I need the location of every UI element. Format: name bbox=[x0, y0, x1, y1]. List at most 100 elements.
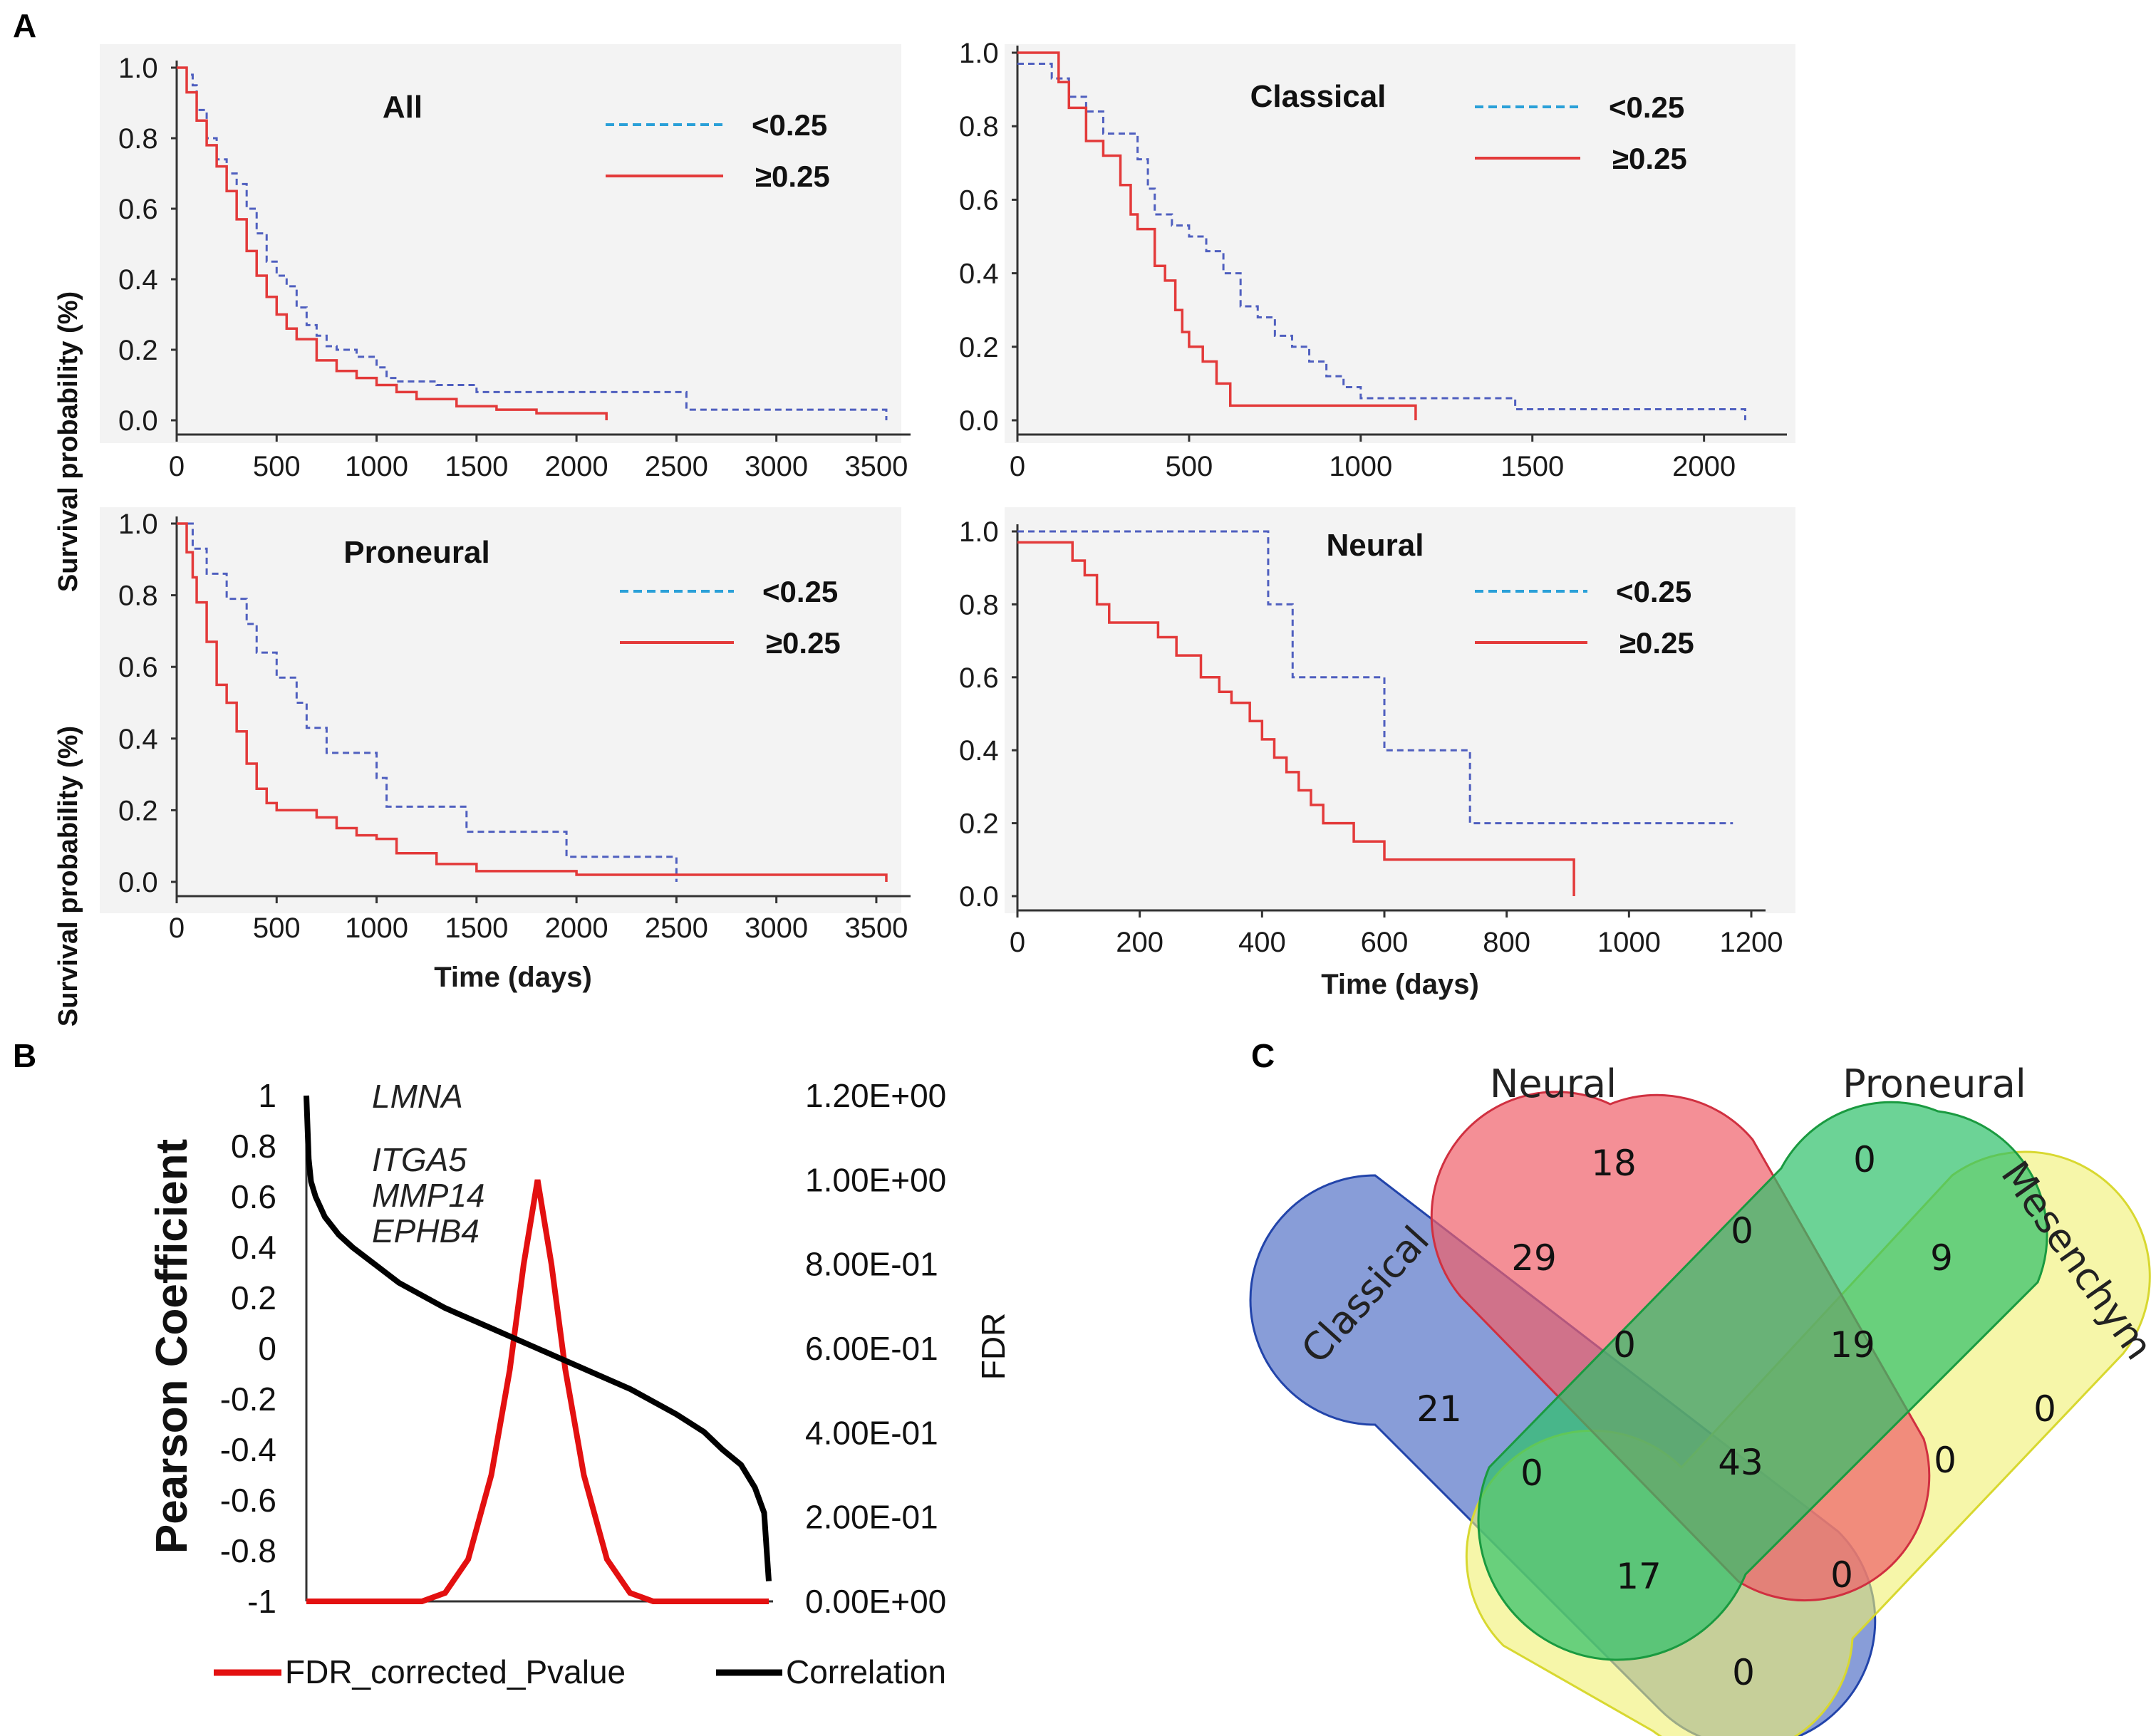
km-all-xtick-label: 500 bbox=[253, 451, 301, 482]
km-classical-ytick-label: 0.0 bbox=[959, 405, 999, 437]
km-all-ytick-label: 0.8 bbox=[118, 123, 158, 155]
km-neural-xtick-label: 1200 bbox=[1720, 927, 1783, 958]
km-chart-classical: 0.0 0.2 0.4 0.6 0.8 1.0 0 500 1000 1500 2000 Classi… bbox=[959, 38, 1795, 482]
gene-annotation-mmp14: MMP14 bbox=[372, 1177, 484, 1214]
km-neural-ytick-label: 1.0 bbox=[959, 516, 999, 548]
km-proneural-legend-label-low: <0.25 bbox=[762, 575, 838, 608]
venn-count-classical-neural-proneural: 0 bbox=[1613, 1324, 1636, 1366]
km-all-xtick-label: 0 bbox=[169, 451, 185, 482]
km-neural-xtick-label: 200 bbox=[1116, 927, 1163, 958]
venn-label-proneural: Proneural bbox=[1842, 1061, 2026, 1106]
km-classical-ytick-label: 0.8 bbox=[959, 111, 999, 142]
km-proneural-xtick-label: 500 bbox=[253, 913, 301, 944]
gene-annotation-ephb4: EPHB4 bbox=[372, 1212, 480, 1249]
venn-count-neural-mesenchymal: 0 bbox=[1934, 1440, 1956, 1481]
km-classical-ytick-label: 0.6 bbox=[959, 184, 999, 216]
km-classical-xtick-label: 2000 bbox=[1672, 451, 1736, 482]
km-proneural-xtick-label: 1500 bbox=[445, 913, 508, 944]
km-all-ytick-label: 1.0 bbox=[118, 53, 158, 84]
km-proneural-xtick-label: 1000 bbox=[345, 913, 408, 944]
km-all-ytick-label: 0.6 bbox=[118, 194, 158, 225]
km-all-xtick-label: 3500 bbox=[844, 451, 908, 482]
pearson-ytick-label: -0.2 bbox=[220, 1381, 276, 1418]
pearson-ytick-label: 0.2 bbox=[231, 1279, 276, 1316]
venn-label-neural: Neural bbox=[1490, 1061, 1617, 1106]
km-all-ytick-label: 0.2 bbox=[118, 335, 158, 366]
legend-label-correlation: Correlation bbox=[786, 1653, 946, 1690]
correlation-series-line bbox=[304, 1095, 772, 1581]
km-proneural-ylabel: Survival probability (%) bbox=[53, 726, 83, 1026]
venn-count-neural-proneural: 0 bbox=[1731, 1210, 1753, 1252]
pearson-ytick-label: -0.4 bbox=[220, 1431, 276, 1468]
km-proneural-xtick-label: 2500 bbox=[645, 913, 708, 944]
km-all-plot-area bbox=[100, 44, 901, 443]
km-all-xtick-label: 1000 bbox=[345, 451, 408, 482]
venn-count-classical-proneural-mesenchymal: 17 bbox=[1616, 1556, 1662, 1597]
km-neural-series-low bbox=[1017, 530, 1733, 825]
km-classical-series-low bbox=[1017, 62, 1746, 420]
km-all-ylabel: Survival probability (%) bbox=[53, 291, 83, 592]
km-classical-xtick-label: 500 bbox=[1166, 451, 1213, 482]
km-neural-ytick-label: 0.2 bbox=[959, 809, 999, 840]
km-chart-all: 0.0 0.2 0.4 0.6 0.8 1.0 0 500 1000 1500 2000 2500 30… bbox=[100, 44, 911, 482]
venn-count-proneural-mesenchymal: 9 bbox=[1930, 1237, 1953, 1279]
km-classical-ytick-label: 0.2 bbox=[959, 332, 999, 363]
km-classical-plot-area bbox=[1005, 44, 1795, 443]
panel-letter-b: B bbox=[13, 1037, 36, 1074]
km-all-series-low bbox=[177, 66, 888, 420]
venn-count-classical-proneural: 0 bbox=[1520, 1452, 1543, 1494]
km-classical-xtick-label: 1500 bbox=[1500, 451, 1564, 482]
pearson-ytick-label: 1 bbox=[258, 1077, 276, 1114]
fdr-ytick-label: 4.00E-01 bbox=[805, 1414, 938, 1451]
km-proneural-xtick-label: 0 bbox=[169, 913, 185, 944]
km-proneural-ytick-label: 0.4 bbox=[118, 724, 158, 755]
km-neural-xtick-label: 0 bbox=[1010, 927, 1025, 958]
km-classical-xtick-label: 1000 bbox=[1329, 451, 1392, 482]
km-chart-neural: 0.0 0.2 0.4 0.6 0.8 1.0 0 200 400 600 800 1000 1200 N… bbox=[959, 507, 1795, 958]
km-proneural-series-low bbox=[177, 522, 678, 882]
km-neural-title: Neural bbox=[1327, 528, 1424, 563]
km-neural-legend-label-high: ≥0.25 bbox=[1619, 626, 1694, 660]
fdr-ytick-label: 6.00E-01 bbox=[805, 1330, 938, 1367]
km-proneural-xtick-label: 3000 bbox=[745, 913, 808, 944]
km-proneural-ytick-label: 0.8 bbox=[118, 581, 158, 612]
pearson-ytick-label: -0.8 bbox=[220, 1532, 276, 1569]
km-neural-ytick-label: 0.6 bbox=[959, 662, 999, 694]
venn-count-classical-neural-mesenchymal: 0 bbox=[1830, 1554, 1853, 1596]
km-proneural-ytick-label: 0.6 bbox=[118, 652, 158, 683]
pearson-ytick-label: 0.4 bbox=[231, 1229, 276, 1266]
fdr-series-line bbox=[306, 1179, 769, 1604]
venn-count-proneural-only: 0 bbox=[1853, 1139, 1876, 1180]
km-all-xtick-label: 1500 bbox=[445, 451, 508, 482]
km-proneural-series-high bbox=[177, 522, 888, 882]
km-classical-legend-label-low: <0.25 bbox=[1609, 90, 1684, 124]
km-proneural-legend-label-high: ≥0.25 bbox=[766, 626, 841, 660]
km-proneural-ytick-label: 1.0 bbox=[118, 509, 158, 540]
pearson-ytick-label: 0.8 bbox=[231, 1128, 276, 1165]
pearson-fdr-chart: 1 0.8 0.6 0.4 0.2 0 -0.2 -0.4 -0.6 -0.8 -1 1.20E+0… bbox=[147, 1077, 1012, 1690]
km-neural-series-high bbox=[1017, 541, 1575, 896]
km-proneural-xlabel: Time (days) bbox=[434, 962, 592, 993]
km-all-series-high bbox=[177, 66, 608, 420]
km-all-title: All bbox=[383, 90, 423, 125]
km-all-xtick-label: 2000 bbox=[545, 451, 608, 482]
km-all-ytick-label: 0.4 bbox=[118, 264, 158, 296]
km-all-legend-label-high: ≥0.25 bbox=[755, 160, 830, 193]
venn-count-neural-only: 18 bbox=[1591, 1143, 1637, 1184]
km-proneural-ytick-label: 0.0 bbox=[118, 867, 158, 898]
gene-annotation-itga5: ITGA5 bbox=[372, 1141, 467, 1178]
venn-count-classical-neural: 29 bbox=[1511, 1237, 1557, 1279]
km-neural-xtick-label: 800 bbox=[1483, 927, 1530, 958]
panel-letter-a: A bbox=[13, 7, 36, 44]
gene-annotation-lmna: LMNA bbox=[372, 1078, 463, 1115]
fdr-ytick-label: 1.00E+00 bbox=[805, 1161, 946, 1198]
pearson-ytick-label: 0.6 bbox=[231, 1178, 276, 1215]
km-neural-ytick-label: 0.0 bbox=[959, 881, 999, 913]
venn-count-all-four: 43 bbox=[1718, 1442, 1763, 1483]
fdr-ytick-label: 2.00E-01 bbox=[805, 1499, 938, 1536]
venn-count-neural-proneural-mesenchymal: 19 bbox=[1830, 1324, 1875, 1366]
km-classical-ytick-label: 0.4 bbox=[959, 259, 999, 290]
km-chart-proneural: 0.0 0.2 0.4 0.6 0.8 1.0 0 500 1000 1500 2000 2500 30… bbox=[100, 507, 911, 944]
venn-count-mesenchymal-only: 0 bbox=[2033, 1388, 2056, 1430]
